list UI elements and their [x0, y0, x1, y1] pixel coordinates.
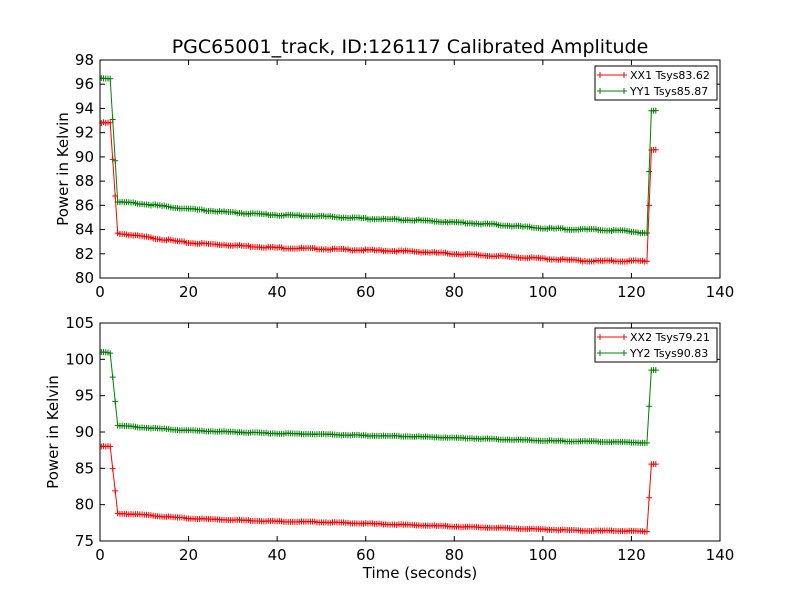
x-axis-label: Time (seconds) [362, 564, 478, 582]
point [112, 157, 119, 164]
y-tick-label: 100 [65, 350, 94, 368]
y-tick-label: 85 [75, 459, 94, 477]
point [107, 350, 114, 357]
point [643, 258, 650, 265]
point [109, 116, 116, 123]
y-axis-label: Power in Kelvin [44, 375, 62, 489]
y-tick-label: 90 [75, 148, 94, 166]
point [652, 461, 659, 468]
subplot-2: 0 20 40 60 80 100 120 140 75 80 85 90 95 100 105 Power … [44, 314, 734, 582]
x-tick-label: 20 [179, 546, 198, 564]
series-xx1 [100, 119, 659, 265]
legend-marker [597, 88, 627, 94]
x-tick-label: 60 [356, 283, 375, 301]
y-tick-label: 86 [75, 196, 94, 214]
x-tick-label: 40 [268, 283, 287, 301]
y-tick-label: 105 [65, 314, 94, 332]
y-tick-label: 82 [75, 245, 94, 263]
legend-entry: XX2 Tsys79.21 [630, 331, 710, 344]
y-tick-label: 84 [75, 221, 94, 239]
y-tick-label: 90 [75, 423, 94, 441]
x-tick-label: 140 [706, 546, 735, 564]
axes-frame [99, 59, 721, 279]
point [652, 107, 659, 114]
point [646, 494, 653, 501]
legend-box [594, 327, 718, 363]
y-axis-label: Power in Kelvin [54, 112, 72, 226]
y-tick-label: 80 [75, 269, 94, 287]
x-tick-label: 80 [445, 283, 464, 301]
legend-marker [597, 350, 627, 356]
y-tick-label: 92 [75, 124, 94, 142]
legend-entry: XX1 Tsys83.62 [630, 69, 710, 82]
x-tick-label: 120 [617, 283, 646, 301]
series-yy1 [100, 75, 659, 237]
x-tick-label: 0 [95, 546, 105, 564]
x-tick-label: 100 [529, 546, 558, 564]
legend-entry: YY1 Tsys85.87 [629, 85, 708, 98]
y-tick-label: 88 [75, 172, 94, 190]
legend-entry: YY2 Tsys90.83 [629, 347, 708, 360]
point [643, 439, 650, 446]
x-tick-label: 0 [95, 283, 105, 301]
legend-marker [597, 72, 627, 78]
y-tick-label: 94 [75, 99, 94, 117]
x-tick-label: 40 [268, 546, 287, 564]
point [643, 230, 650, 237]
point [109, 374, 116, 381]
y-tick-label: 80 [75, 496, 94, 514]
point [652, 146, 659, 153]
y-tick-label: 75 [75, 532, 94, 550]
y-tick-label: 95 [75, 387, 94, 405]
point [652, 367, 659, 374]
chart-title: PGC65001_track, ID:126117 Calibrated Amp… [172, 36, 649, 58]
series-yy2 [100, 348, 659, 447]
x-tick-label: 120 [617, 546, 646, 564]
legend: XX1 Tsys83.62 YY1 Tsys85.87 [594, 65, 718, 101]
x-tick-label: 20 [179, 283, 198, 301]
point [109, 465, 116, 472]
legend: XX2 Tsys79.21 YY2 Tsys90.83 [594, 327, 718, 363]
point [112, 398, 119, 405]
point [646, 403, 653, 410]
x-tick-label: 60 [356, 546, 375, 564]
series-xx2 [100, 443, 659, 535]
x-tick-label: 100 [529, 283, 558, 301]
subplot-1: 0 20 40 60 80 100 120 140 80 82 84 86 88 90 92 94 96 98 Po… [54, 51, 734, 301]
point [107, 119, 114, 126]
point [107, 443, 114, 450]
y-tick-label: 96 [75, 75, 94, 93]
point [107, 75, 114, 82]
point [112, 487, 119, 494]
legend-marker [597, 334, 627, 340]
point [646, 202, 653, 209]
point [643, 528, 650, 535]
y-tick-label: 98 [75, 51, 94, 69]
x-tick-label: 80 [445, 546, 464, 564]
x-tick-label: 140 [706, 283, 735, 301]
legend-box [594, 65, 718, 101]
point [646, 168, 653, 175]
